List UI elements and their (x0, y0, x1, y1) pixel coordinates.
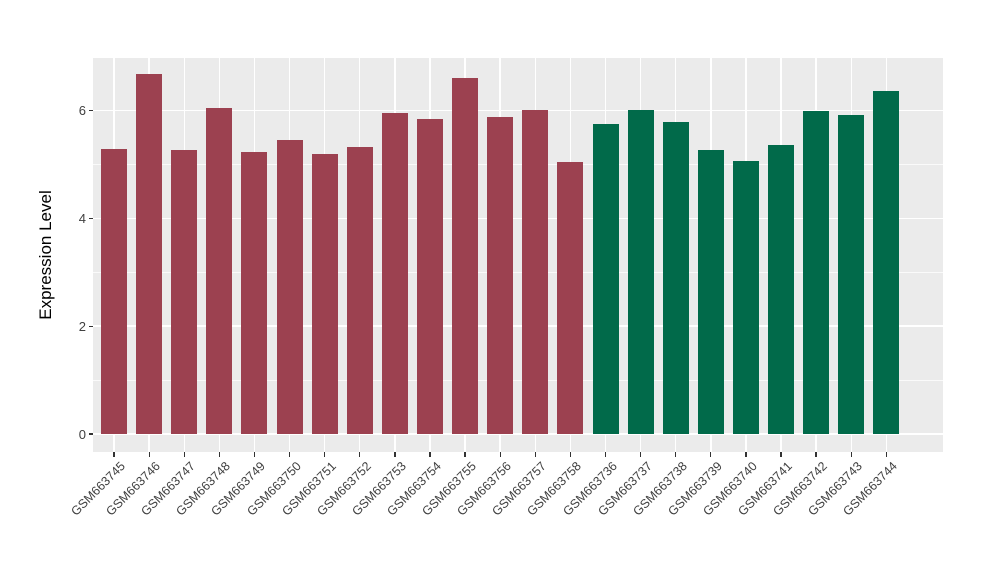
x-tick-mark (499, 452, 501, 457)
bar (101, 148, 128, 434)
bar (838, 115, 865, 434)
bar (241, 151, 268, 434)
x-tick-mark (324, 452, 326, 457)
gridline-major (93, 109, 943, 112)
y-tick-label: 0 (78, 426, 86, 442)
x-tick-mark (815, 452, 817, 457)
x-tick-mark (534, 452, 536, 457)
x-tick-mark (183, 452, 185, 457)
x-tick-mark (569, 452, 572, 457)
y-tick-mark (88, 325, 93, 327)
gridline-major (93, 325, 943, 327)
bar (732, 160, 759, 434)
x-tick-mark (464, 452, 466, 457)
y-tick-label: 4 (78, 210, 86, 226)
x-tick-mark (394, 452, 396, 457)
gridline-major (93, 433, 943, 435)
bar (487, 116, 514, 434)
bar (276, 139, 303, 434)
x-tick-mark (359, 452, 361, 457)
bar (557, 162, 584, 434)
x-tick-mark (253, 452, 256, 457)
x-tick-mark (604, 452, 607, 457)
x-tick-mark (675, 452, 677, 457)
bar (873, 91, 900, 434)
x-tick-mark (745, 452, 747, 457)
x-tick-mark (429, 452, 431, 457)
bar (522, 110, 549, 434)
y-axis-title: Expression Level (36, 190, 55, 320)
plot-panel (93, 58, 943, 452)
y-tick-label: 6 (78, 103, 86, 119)
gridline-major (93, 217, 943, 220)
x-tick-mark (113, 452, 115, 457)
x-tick-mark (850, 452, 852, 457)
bar (311, 154, 338, 434)
bar (381, 112, 408, 434)
y-tick-label: 2 (78, 318, 86, 334)
bar (136, 74, 163, 434)
bar (768, 145, 795, 434)
bar (697, 149, 724, 434)
bar (452, 78, 479, 434)
gridline-minor (93, 164, 943, 165)
bar (171, 149, 198, 434)
y-tick-mark (88, 217, 93, 220)
x-tick-mark (710, 452, 712, 457)
bar (346, 147, 373, 434)
x-tick-mark (885, 452, 887, 457)
x-tick-mark (148, 452, 150, 457)
bar (206, 108, 233, 434)
bar (416, 119, 443, 434)
y-tick-mark (88, 109, 93, 112)
x-tick-mark (639, 452, 642, 457)
y-tick-mark (88, 433, 93, 435)
bar (627, 110, 654, 434)
gridline-minor (93, 379, 943, 381)
x-tick-mark (780, 452, 782, 457)
gridline-minor (93, 271, 943, 273)
bar (592, 124, 619, 434)
x-tick-mark (288, 452, 291, 457)
bar (662, 122, 689, 434)
x-tick-mark (218, 452, 221, 457)
bar (803, 111, 830, 434)
